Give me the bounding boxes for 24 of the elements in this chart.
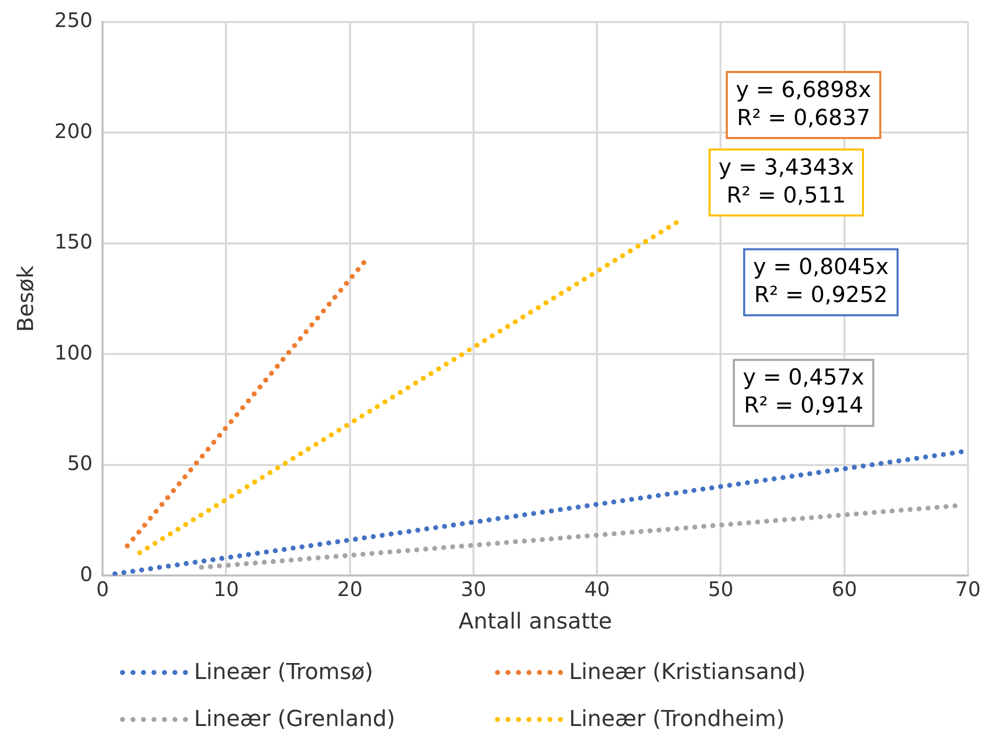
x-tick-label: 30 bbox=[460, 576, 486, 601]
x-tick-label: 70 bbox=[955, 576, 981, 601]
annotation: y = 0,457x R² = 0,914 bbox=[742, 366, 864, 419]
y-tick-label: 100 bbox=[54, 340, 93, 364]
legend-label: Lineær (Tromsø) bbox=[194, 660, 374, 685]
legend-label: Lineær (Grenland) bbox=[194, 707, 396, 732]
x-tick-label: 40 bbox=[584, 576, 610, 601]
y-tick-label: 0 bbox=[80, 562, 93, 586]
y-tick-label: 250 bbox=[54, 8, 93, 32]
annotation: y = 0,8045x R² = 0,9252 bbox=[753, 254, 889, 308]
x-axis-title: Antall ansatte bbox=[458, 610, 612, 635]
y-tick-label: 150 bbox=[54, 230, 93, 254]
x-tick-label: 20 bbox=[337, 576, 363, 601]
y-axis-title: Besøk bbox=[14, 265, 39, 332]
x-tick-label: 60 bbox=[832, 576, 858, 601]
legend-label: Lineær (Kristiansand) bbox=[569, 660, 806, 685]
annotation: y = 3,4343x R² = 0,511 bbox=[718, 155, 854, 208]
x-tick-label: 0 bbox=[96, 576, 109, 601]
annotation: y = 6,6898x R² = 0,6837 bbox=[736, 78, 872, 131]
x-tick-label: 50 bbox=[708, 576, 734, 601]
x-tick-label: 10 bbox=[213, 576, 239, 601]
y-tick-label: 200 bbox=[54, 118, 93, 143]
y-tick-label: 50 bbox=[67, 451, 93, 476]
legend-label: Lineær (Trondheim) bbox=[569, 707, 785, 732]
